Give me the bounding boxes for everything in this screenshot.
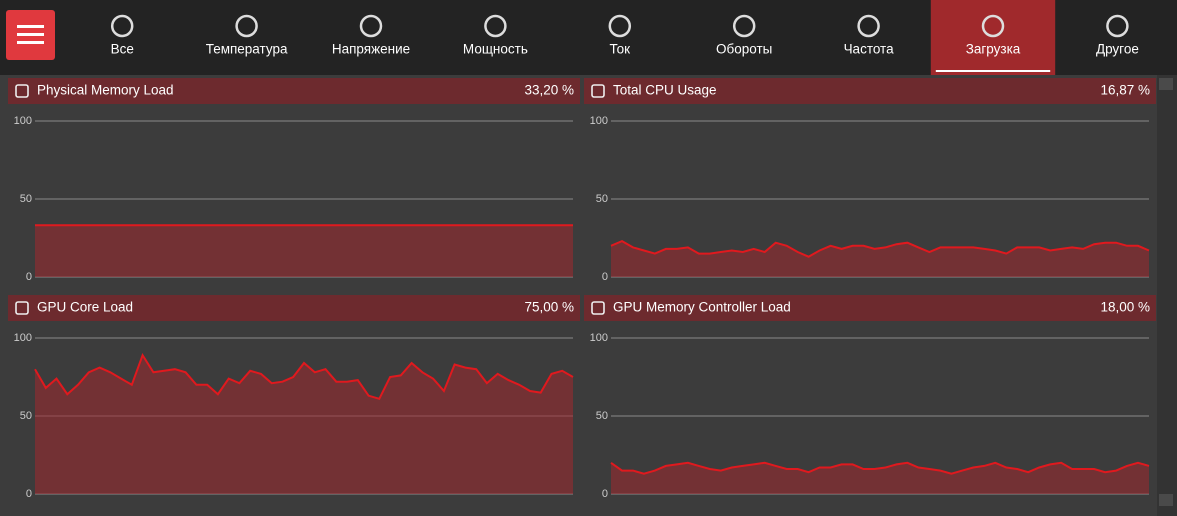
y-tick-label: 100 [14,115,32,127]
tab-icon [608,14,632,38]
y-tick-label: 50 [20,410,32,422]
y-tick-label: 50 [596,193,608,205]
scrollbar[interactable] [1157,75,1177,516]
tab-label: Ток [609,42,630,57]
tab-label: Мощность [463,42,528,57]
tab-hit[interactable] [558,0,682,75]
active-tab-underline [935,70,1051,72]
tab-icon [732,14,756,38]
area-fill [35,225,573,277]
tab-label: Другое [1096,42,1139,57]
y-tick-label: 0 [602,271,608,283]
menu-line [17,33,44,36]
tab-hit[interactable] [184,0,308,75]
menu-line [17,41,44,44]
panel-header [584,295,1156,321]
scroll-up[interactable] [1159,78,1173,90]
menu-line [17,25,44,28]
line [34,352,574,400]
panel-title: GPU Core Load [37,300,133,315]
sensor-icon [591,301,605,315]
sensor-icon [15,84,29,98]
y-tick-label: 100 [590,115,608,127]
tab-label: Обороты [716,42,772,57]
panel-header [584,78,1156,104]
tab-icon [235,14,258,38]
y-tick-label: 50 [20,193,32,205]
current-value: 16,87 % [1100,83,1150,98]
line [610,461,1150,475]
panel-header [8,295,580,321]
tab-label: Напряжение [332,42,410,57]
area-fill [611,462,1149,494]
panel-title: GPU Memory Controller Load [613,300,791,315]
y-tick-label: 0 [602,488,608,500]
tab-hit[interactable] [309,0,433,75]
tab-hit[interactable] [60,0,184,75]
tab-icon [484,14,507,38]
menu-button[interactable] [6,10,55,60]
sensor-icon [15,301,29,315]
tab-icon [857,14,880,38]
tab-label: Температура [206,42,288,57]
active-tab-bg[interactable] [930,0,1056,75]
tab-label: Все [111,42,134,57]
tab-icon [110,14,134,38]
tab-label: Загрузка [966,42,1021,57]
current-value: 18,00 % [1100,300,1150,315]
tab-hit[interactable] [682,0,806,75]
tab-hit[interactable] [1055,0,1177,75]
y-tick-label: 0 [26,271,32,283]
panel-header [8,78,580,104]
y-tick-label: 0 [26,488,32,500]
tab-label: Частота [844,42,895,57]
line [610,239,1150,258]
y-tick-label: 100 [590,332,608,344]
sensor-icon [591,84,605,98]
tab-icon [981,14,1005,38]
tab-hit[interactable] [806,0,930,75]
tab-icon [1106,14,1129,38]
tab-icon [359,14,383,38]
current-value: 33,20 % [524,83,574,98]
y-tick-label: 100 [14,332,32,344]
panel-title: Physical Memory Load [37,83,174,98]
tab-hit[interactable] [433,0,557,75]
y-tick-label: 50 [596,410,608,422]
scroll-down[interactable] [1159,494,1173,506]
area-fill [35,355,573,494]
current-value: 75,00 % [524,300,574,315]
panel-title: Total CPU Usage [613,83,717,98]
